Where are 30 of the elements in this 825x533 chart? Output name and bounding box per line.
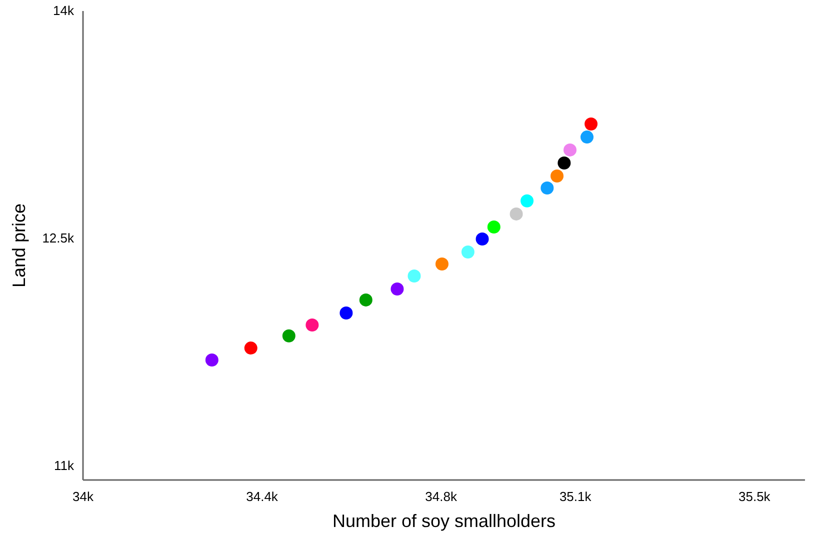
y-tick-label: 12.5k xyxy=(42,230,74,246)
x-tick-label: 34k xyxy=(72,489,94,504)
point xyxy=(580,130,594,144)
point xyxy=(461,246,474,259)
x-tick-label: 34.8k xyxy=(425,489,458,504)
point xyxy=(340,306,353,320)
y-tick-label: 14k xyxy=(53,3,74,18)
y-tick-label: 11k xyxy=(54,458,74,474)
point xyxy=(205,354,218,367)
x-axis-title: Number of soy smallholders xyxy=(332,511,556,531)
point xyxy=(435,258,448,271)
point xyxy=(520,194,534,208)
x-tick-label: 35.1k xyxy=(559,489,592,504)
point xyxy=(487,220,500,234)
point xyxy=(244,342,258,355)
point xyxy=(550,170,564,183)
point xyxy=(540,182,554,195)
point xyxy=(584,118,598,131)
point xyxy=(282,329,296,342)
y-axis-title: Land price xyxy=(9,203,29,288)
point xyxy=(476,232,489,246)
point xyxy=(390,282,404,296)
point xyxy=(558,156,571,170)
point xyxy=(359,293,372,306)
x-tick-label: 35.5k xyxy=(738,489,771,504)
point xyxy=(408,269,421,282)
point xyxy=(306,318,319,332)
point xyxy=(510,207,523,220)
x-tick-label: 34.4k xyxy=(246,489,278,504)
point xyxy=(564,143,577,156)
